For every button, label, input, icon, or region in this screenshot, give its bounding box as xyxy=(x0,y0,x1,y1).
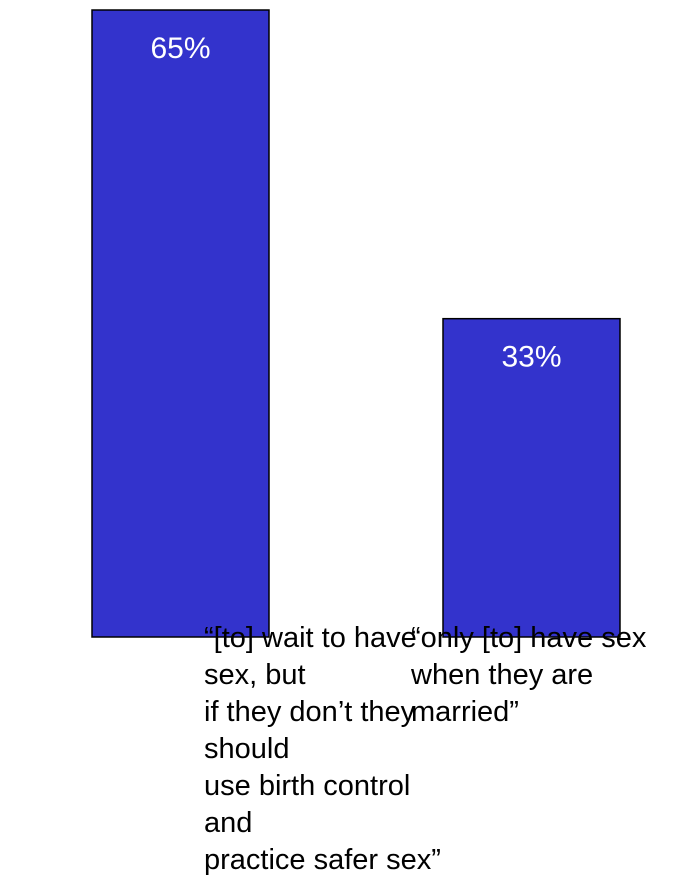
bar xyxy=(442,317,621,638)
bar-chart: 65% 33% xyxy=(91,9,621,638)
category-label: “only [to] have sex when they are marrie… xyxy=(411,622,647,728)
category-label: “[to] wait to have sex, but if they don’… xyxy=(204,622,441,876)
bars-group xyxy=(91,9,621,638)
bar-labels-group: 65% 33% xyxy=(150,32,561,374)
bar-value-label: 33% xyxy=(501,341,561,374)
bar xyxy=(91,9,270,638)
bar-value-label: 65% xyxy=(150,32,210,65)
